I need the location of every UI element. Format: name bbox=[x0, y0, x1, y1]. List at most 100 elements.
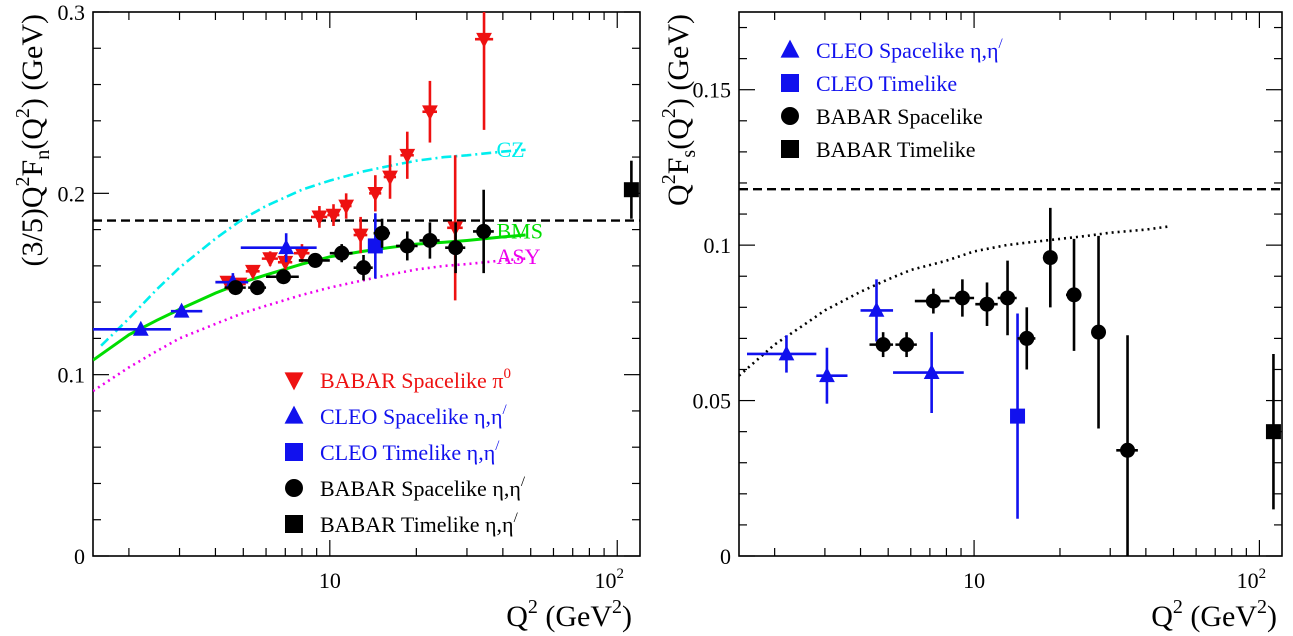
legend-label: BABAR Spacelike bbox=[816, 104, 983, 129]
legend-label: BABAR Spacelike π0 bbox=[320, 366, 511, 393]
series-cleo-timelike- bbox=[367, 213, 383, 279]
legend-marker bbox=[284, 372, 304, 391]
legend-marker bbox=[781, 74, 799, 92]
y-tick-label: 0 bbox=[720, 544, 731, 569]
data-point bbox=[875, 337, 891, 353]
data-point bbox=[923, 363, 940, 379]
data-point bbox=[132, 320, 149, 336]
data-point bbox=[1019, 330, 1035, 346]
y-tick-label: 0.05 bbox=[693, 389, 732, 414]
x-tick-label: 10 bbox=[963, 568, 985, 593]
legend: BABAR Spacelike π0 CLEO Spacelike η,η/CLE… bbox=[284, 366, 526, 537]
legend-marker bbox=[285, 443, 303, 461]
data-point bbox=[476, 223, 492, 239]
data-point bbox=[899, 337, 915, 353]
data-point bbox=[954, 290, 970, 306]
data-layer bbox=[93, 12, 640, 393]
data-point bbox=[275, 269, 291, 285]
data-point bbox=[307, 252, 323, 268]
data-point bbox=[294, 246, 310, 262]
curve-label: BMS bbox=[496, 219, 542, 244]
data-point bbox=[228, 280, 244, 296]
data-point bbox=[249, 280, 265, 296]
data-point bbox=[367, 238, 383, 254]
y-tick-label: 0.3 bbox=[58, 0, 86, 25]
series-babar-spacelike bbox=[869, 207, 1138, 556]
data-point bbox=[262, 252, 279, 268]
data-point bbox=[382, 170, 398, 186]
data-point bbox=[278, 239, 295, 255]
series-cleo-spacelike- bbox=[746, 279, 964, 414]
x-tick-label: 102 bbox=[1237, 566, 1267, 593]
legend-marker bbox=[781, 140, 799, 158]
y-tick-label: 0.1 bbox=[58, 363, 86, 388]
data-point bbox=[356, 260, 372, 276]
legend-marker bbox=[285, 479, 303, 497]
data-layer bbox=[739, 187, 1282, 556]
data-point bbox=[245, 264, 261, 280]
data-point bbox=[422, 105, 438, 121]
curve-label: CZ bbox=[496, 137, 524, 162]
data-point bbox=[778, 345, 795, 361]
data-point bbox=[325, 208, 342, 224]
series-babar-timelike bbox=[1265, 353, 1281, 510]
y-axis-title: (3/5)Q2Fn(Q2) (GeV) bbox=[12, 14, 54, 266]
legend-label: BABAR Timelike bbox=[816, 137, 976, 162]
x-tick-label: 102 bbox=[594, 566, 624, 593]
data-point bbox=[277, 255, 294, 271]
legend: CLEO Spacelike η,η/CLEO Timelike BABAR Sp… bbox=[780, 36, 1003, 162]
legend-label: CLEO Timelike bbox=[816, 71, 957, 96]
y-tick-label: 0 bbox=[74, 544, 85, 569]
data-point bbox=[448, 240, 464, 256]
legend-label: CLEO Spacelike η,η/ bbox=[320, 402, 507, 429]
y-axis-title: Q2Fs(Q2) (GeV) bbox=[658, 14, 700, 206]
data-point bbox=[1091, 324, 1107, 340]
data-point bbox=[367, 186, 384, 202]
series-babar-timelike- bbox=[623, 160, 639, 219]
data-point bbox=[819, 367, 835, 383]
data-point bbox=[979, 296, 995, 312]
right-panel-strange-form-factor: 0 0.05 0.1 0.15 10 102 Q2 (GeV2) Q2Fs(Q2) (GeV)… bbox=[658, 11, 1283, 633]
x-tick-label: 10 bbox=[319, 568, 341, 593]
x-axis-title: Q2 (GeV2) bbox=[1151, 596, 1277, 633]
data-point bbox=[1010, 408, 1026, 424]
data-point bbox=[334, 245, 350, 261]
legend-label: CLEO Spacelike η,η/ bbox=[816, 36, 1003, 63]
data-point bbox=[338, 199, 355, 215]
plot-frame bbox=[92, 11, 641, 557]
y-tick-label: 0.2 bbox=[58, 181, 86, 206]
data-point bbox=[925, 293, 941, 309]
data-point bbox=[476, 32, 492, 48]
series-cleo-timelike bbox=[1010, 313, 1026, 519]
data-point bbox=[352, 228, 369, 244]
y-tick-label: 0.15 bbox=[693, 78, 732, 103]
data-point bbox=[422, 232, 438, 248]
plot-frame bbox=[738, 11, 1283, 557]
data-point bbox=[374, 225, 390, 241]
legend-label: CLEO Timelike η,η/ bbox=[320, 438, 500, 465]
data-point bbox=[173, 302, 190, 318]
left-panel-pi0-eta-form-factor: 0 0.1 0.2 0.3 10 102 Q2 (GeV2) (3/5)Q2Fn(Q2) (G… bbox=[12, 0, 641, 633]
data-point bbox=[1042, 250, 1058, 266]
data-point bbox=[868, 301, 885, 317]
curve-label: ASY bbox=[496, 244, 540, 269]
data-point bbox=[1120, 442, 1136, 458]
series-babar-spacelike-0 bbox=[215, 12, 494, 301]
data-point bbox=[1000, 290, 1016, 306]
series-babar-spacelike- bbox=[224, 189, 494, 296]
data-point bbox=[399, 148, 416, 164]
data-point bbox=[1265, 424, 1281, 440]
y-tick-label: 0.1 bbox=[704, 233, 732, 258]
legend-label: BABAR Timelike η,η/ bbox=[320, 510, 519, 537]
data-point bbox=[623, 182, 639, 198]
legend-label: BABAR Spacelike η,η/ bbox=[320, 474, 526, 501]
data-point bbox=[311, 210, 328, 226]
data-point bbox=[1066, 287, 1082, 303]
legend-marker bbox=[284, 405, 304, 424]
data-point bbox=[399, 238, 415, 254]
legend-marker bbox=[781, 107, 799, 125]
legend-marker bbox=[780, 39, 800, 58]
x-axis-title: Q2 (GeV2) bbox=[506, 596, 632, 633]
legend-marker bbox=[285, 515, 303, 533]
